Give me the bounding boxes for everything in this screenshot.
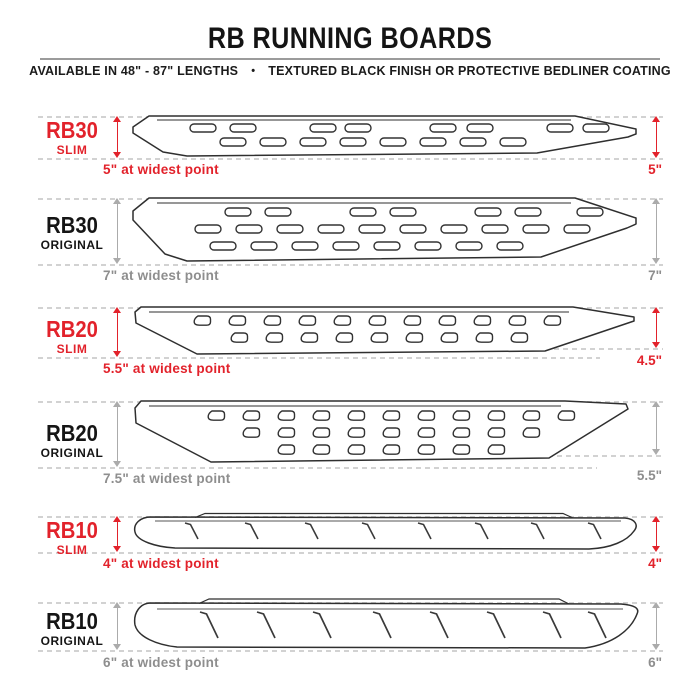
- model-name: RB30: [46, 212, 98, 238]
- model-label: RB10 SLIM: [28, 517, 116, 557]
- width-measure-arrow-icon: [113, 401, 122, 467]
- width-measure-arrow-icon: [113, 602, 122, 650]
- model-label: RB10 ORIGINAL: [28, 608, 116, 648]
- page-title: RB RUNNING BOARDS: [207, 22, 493, 55]
- widest-point-label: 6" at widest point: [103, 655, 219, 670]
- board-cap-line: [199, 599, 569, 604]
- widest-point-label: 5.5" at widest point: [103, 361, 231, 376]
- model-label: RB20 SLIM: [28, 316, 116, 356]
- model-label: RB30 ORIGINAL: [28, 212, 116, 252]
- rb10-original-board-illustration: [125, 597, 650, 655]
- end-measure-arrow-icon: [652, 116, 661, 158]
- model-name: RB20: [46, 420, 98, 446]
- end-height-label: 5.5": [636, 468, 662, 483]
- model-variant: SLIM: [56, 543, 88, 557]
- model-variant: ORIGINAL: [40, 238, 104, 252]
- guide-line-bottom: [38, 158, 663, 160]
- width-measure-arrow-icon: [113, 307, 122, 357]
- guide-line-bottom: [38, 357, 600, 359]
- end-measure-arrow-icon: [652, 401, 661, 455]
- title-divider: [40, 58, 660, 60]
- guide-line-end-height: [545, 348, 663, 350]
- guide-line-bottom: [38, 264, 663, 266]
- end-measure-arrow-icon: [652, 307, 661, 348]
- end-measure-arrow-icon: [652, 516, 661, 552]
- end-height-label: 7": [648, 268, 662, 283]
- model-name: RB20: [46, 316, 98, 342]
- rb10-slim-board-illustration: [125, 511, 650, 557]
- width-measure-arrow-icon: [113, 516, 122, 552]
- widest-point-label: 5" at widest point: [103, 162, 219, 177]
- guide-line-bottom: [38, 467, 597, 469]
- guide-line-bottom: [38, 552, 663, 554]
- subtitle-lengths: AVAILABLE IN 48" - 87" LENGTHS: [29, 64, 239, 78]
- end-measure-arrow-icon: [652, 198, 661, 264]
- widest-point-label: 7" at widest point: [103, 268, 219, 283]
- end-measure-arrow-icon: [652, 602, 661, 650]
- board-outline: [135, 517, 636, 549]
- model-label: RB30 SLIM: [28, 117, 116, 157]
- width-measure-arrow-icon: [113, 116, 122, 158]
- width-measure-arrow-icon: [113, 198, 122, 264]
- model-label: RB20 ORIGINAL: [28, 420, 116, 460]
- end-height-label: 5": [648, 162, 662, 177]
- rb30-original-board-illustration: [125, 193, 650, 265]
- widest-point-label: 7.5" at widest point: [103, 471, 231, 486]
- model-variant: SLIM: [56, 143, 88, 157]
- end-height-label: 4.5": [636, 353, 662, 368]
- guide-line-bottom: [38, 650, 663, 652]
- model-variant: SLIM: [56, 342, 88, 356]
- model-name: RB10: [46, 608, 98, 634]
- model-variant: ORIGINAL: [40, 446, 104, 460]
- rb20-original-board-illustration: [125, 396, 650, 470]
- widest-point-label: 4" at widest point: [103, 556, 219, 571]
- rb30-slim-board-illustration: [125, 111, 650, 159]
- board-cap-line: [195, 514, 573, 519]
- subtitle: AVAILABLE IN 48" - 87" LENGTHS • TEXTURE…: [0, 64, 700, 78]
- end-height-label: 4": [648, 556, 662, 571]
- model-variant: ORIGINAL: [40, 634, 104, 648]
- bullet-separator-icon: •: [251, 65, 256, 77]
- model-name: RB10: [46, 517, 98, 543]
- guide-line-end-height: [548, 455, 663, 457]
- end-height-label: 6": [648, 655, 662, 670]
- subtitle-finish: TEXTURED BLACK FINISH OR PROTECTIVE BEDL…: [268, 64, 671, 78]
- board-outline: [135, 603, 638, 648]
- rb20-slim-board-illustration: [125, 302, 650, 360]
- model-name: RB30: [46, 117, 98, 143]
